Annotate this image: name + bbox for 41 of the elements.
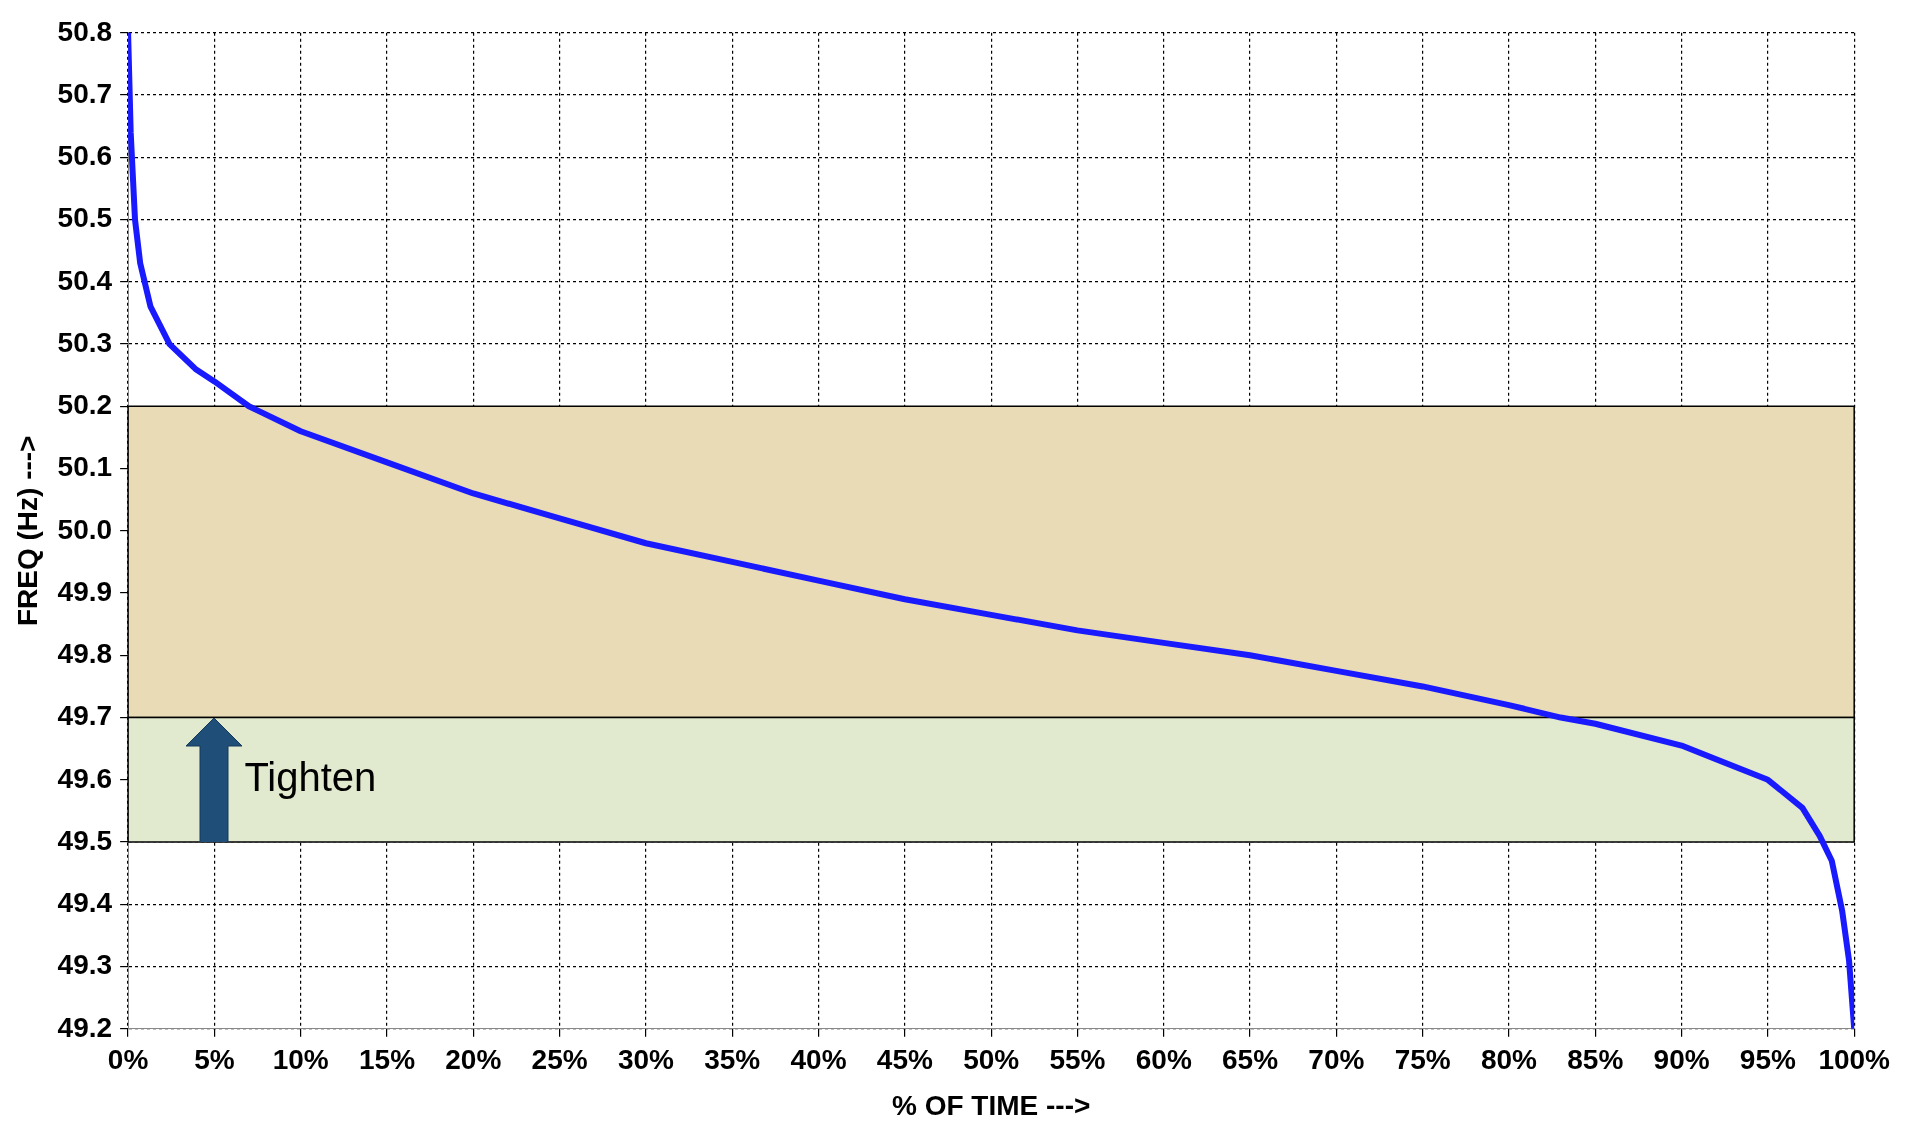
x-tick-label: 50% bbox=[963, 1044, 1020, 1076]
x-tick-label: 55% bbox=[1049, 1044, 1106, 1076]
x-tick-label: 70% bbox=[1308, 1044, 1365, 1076]
y-tick-label: 50.7 bbox=[57, 77, 113, 109]
x-tick-label: 100% bbox=[1818, 1044, 1891, 1076]
x-tick-label: 85% bbox=[1567, 1044, 1624, 1076]
x-tick-label: 40% bbox=[790, 1044, 847, 1076]
y-tick-label: 50.8 bbox=[57, 15, 113, 47]
y-tick-label: 50.6 bbox=[57, 140, 113, 172]
x-tick-label: 90% bbox=[1653, 1044, 1710, 1076]
y-tick-label: 49.8 bbox=[57, 638, 113, 670]
y-tick-label: 50.1 bbox=[57, 451, 113, 483]
x-tick-label: 10% bbox=[272, 1044, 329, 1076]
y-tick-label: 50.5 bbox=[57, 202, 113, 234]
x-tick-label: 80% bbox=[1480, 1044, 1538, 1076]
x-tick-label: 65% bbox=[1222, 1044, 1279, 1076]
x-tick-label: 45% bbox=[876, 1044, 933, 1076]
y-tick-label: 49.5 bbox=[57, 824, 113, 856]
y-tick-label: 49.3 bbox=[57, 949, 113, 981]
y-tick-label: 50.0 bbox=[57, 513, 113, 545]
x-tick-label: 0% bbox=[107, 1044, 149, 1076]
y-tick-label: 49.2 bbox=[57, 1011, 113, 1043]
y-tick-label: 50.4 bbox=[57, 264, 113, 296]
x-tick-label: 35% bbox=[704, 1044, 761, 1076]
x-tick-label: 75% bbox=[1394, 1044, 1451, 1076]
y-tick-label: 49.4 bbox=[57, 887, 113, 919]
x-tick-label: 95% bbox=[1739, 1044, 1797, 1076]
y-tick-label: 50.3 bbox=[57, 326, 113, 358]
y-tick-label: 49.9 bbox=[57, 575, 113, 607]
y-tick-label: 49.7 bbox=[57, 700, 113, 732]
y-axis-title: FREQ (Hz) ---> bbox=[11, 435, 43, 627]
x-tick-label: 15% bbox=[358, 1044, 416, 1076]
x-tick-label: 5% bbox=[194, 1044, 235, 1076]
x-tick-label: 20% bbox=[445, 1044, 502, 1076]
x-tick-label: 30% bbox=[617, 1044, 675, 1076]
x-axis-title: % OF TIME ---> bbox=[891, 1089, 1091, 1121]
annotation: Tighten bbox=[244, 754, 377, 799]
y-tick-label: 49.6 bbox=[57, 762, 113, 794]
y-tick-label: 50.2 bbox=[57, 389, 113, 421]
x-tick-label: 60% bbox=[1135, 1044, 1192, 1076]
x-tick-label: 25% bbox=[531, 1044, 588, 1076]
